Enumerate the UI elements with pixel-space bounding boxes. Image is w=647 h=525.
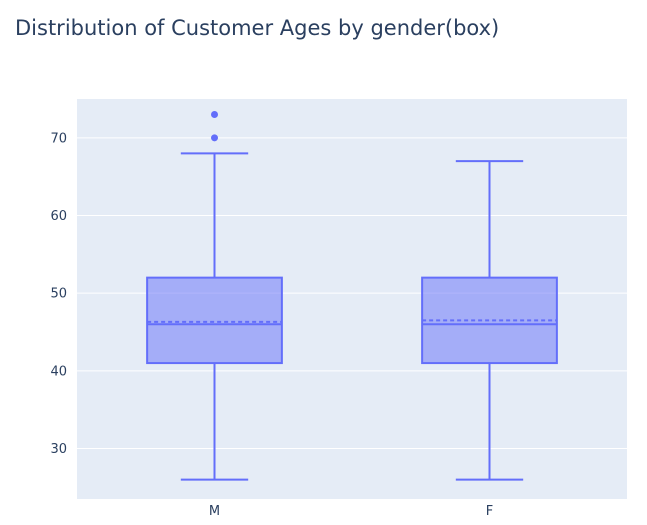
x-tick-label: M: [209, 504, 220, 519]
x-tick-label: F: [486, 504, 493, 519]
outlier-point[interactable]: [211, 111, 218, 119]
y-tick-label: 60: [50, 209, 67, 224]
y-tick-label: 70: [50, 131, 67, 146]
box-F[interactable]: [421, 160, 558, 481]
boxes: [146, 111, 558, 481]
y-axis-ticks: 30 40 50 60 70: [50, 131, 67, 457]
iqr-box: [146, 276, 283, 365]
y-tick-label: 50: [50, 287, 67, 302]
y-tick-label: 30: [50, 442, 67, 457]
outlier-point[interactable]: [211, 134, 218, 142]
box-M[interactable]: [146, 111, 283, 481]
y-tick-label: 40: [50, 364, 67, 379]
chart-title: Distribution of Customer Ages by gender(…: [15, 16, 500, 40]
